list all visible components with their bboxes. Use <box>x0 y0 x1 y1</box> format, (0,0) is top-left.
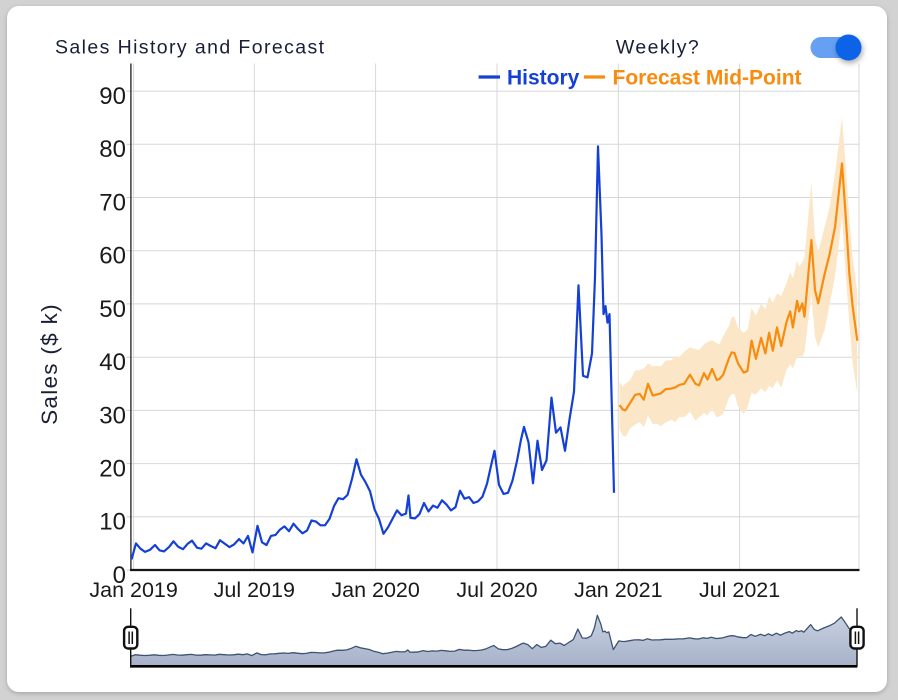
svg-text:90: 90 <box>99 83 126 110</box>
svg-text:10: 10 <box>99 509 126 536</box>
svg-text:Jul 2019: Jul 2019 <box>214 578 295 602</box>
svg-text:20: 20 <box>99 456 126 483</box>
svg-text:70: 70 <box>99 189 126 216</box>
svg-text:40: 40 <box>99 349 126 376</box>
svg-text:80: 80 <box>99 136 126 163</box>
svg-text:Jul 2020: Jul 2020 <box>456 578 537 602</box>
svg-text:50: 50 <box>99 296 126 323</box>
svg-text:Sales ($ k): Sales ($ k) <box>37 303 62 425</box>
svg-text:Sales History and Forecast: Sales History and Forecast <box>55 37 326 59</box>
svg-text:30: 30 <box>99 402 126 429</box>
svg-text:Forecast Mid-Point: Forecast Mid-Point <box>613 67 802 90</box>
svg-text:0: 0 <box>113 562 126 589</box>
svg-text:60: 60 <box>99 243 126 270</box>
svg-text:Jul 2021: Jul 2021 <box>699 578 780 602</box>
svg-text:History: History <box>507 67 580 90</box>
svg-text:Jan 2019: Jan 2019 <box>89 578 177 602</box>
svg-text:Weekly?: Weekly? <box>616 37 700 59</box>
svg-text:Jan 2020: Jan 2020 <box>331 578 420 602</box>
svg-text:Jan 2021: Jan 2021 <box>574 578 662 602</box>
